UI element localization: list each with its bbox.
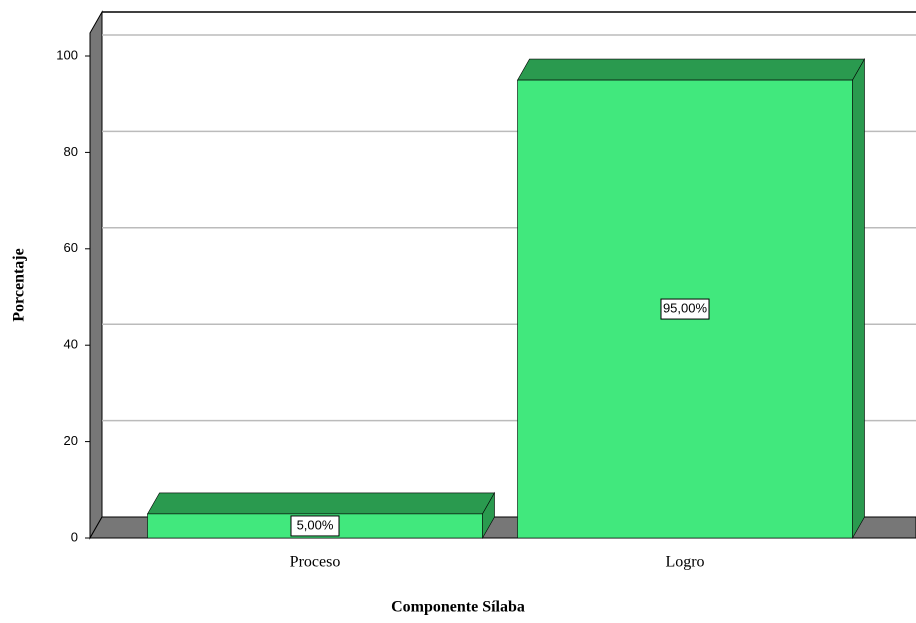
left-wall xyxy=(89,10,103,540)
x-tick-label: Logro xyxy=(665,554,704,571)
y-tick-label: 0 xyxy=(71,529,78,544)
x-axis-title: Componente Sílaba xyxy=(391,599,525,616)
bar-side xyxy=(852,57,865,540)
value-label-box xyxy=(290,515,340,537)
bar-top xyxy=(146,492,496,515)
y-axis-title: Porcentaje xyxy=(11,248,28,321)
y-tick-label: 60 xyxy=(64,240,78,255)
x-tick-label: Proceso xyxy=(290,554,341,571)
y-tick-label: 40 xyxy=(64,337,78,352)
y-tick-label: 80 xyxy=(64,144,78,159)
y-tick-label: 20 xyxy=(64,433,78,448)
value-label: 5,00% xyxy=(297,517,334,532)
y-tick-label: 100 xyxy=(56,47,78,62)
bar-top xyxy=(516,58,866,81)
value-label-box xyxy=(660,298,710,320)
value-label: 95,00% xyxy=(663,300,708,315)
